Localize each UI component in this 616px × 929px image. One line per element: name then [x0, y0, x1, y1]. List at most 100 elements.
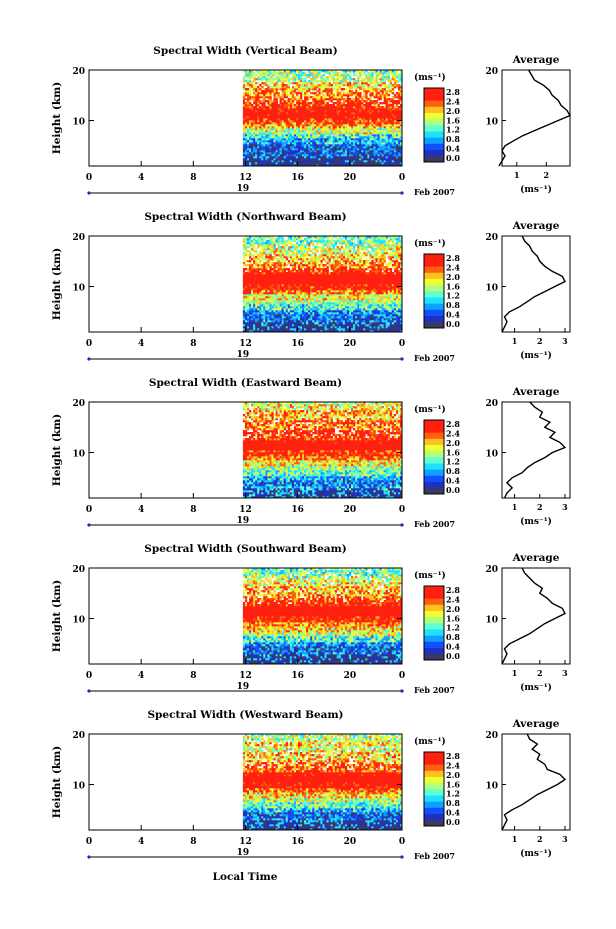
heatmap-cell: [387, 318, 391, 321]
heatmap-cell: [249, 78, 252, 81]
heatmap-cell: [373, 82, 376, 85]
heatmap-cell: [334, 128, 338, 131]
heatmap-cell: [322, 318, 325, 321]
heatmap-cell: [328, 80, 331, 83]
heatmap-cell: [273, 308, 276, 311]
heatmap-cell: [371, 310, 374, 313]
heatmap-cell: [310, 86, 313, 89]
heatmap-cell: [259, 150, 262, 153]
heatmap-cell: [304, 308, 307, 311]
heatmap-cell: [255, 138, 258, 141]
heatmap-cell: [255, 70, 258, 73]
heatmap-cell: [389, 320, 393, 323]
heatmap-cell: [365, 134, 368, 137]
heatmap-cell: [285, 296, 289, 299]
heatmap-cell: [246, 142, 250, 145]
heatmap-cell: [381, 102, 384, 105]
heatmap-cell: [346, 318, 350, 321]
heatmap-cell: [255, 316, 258, 319]
heatmap-cell: [359, 152, 362, 155]
heatmap-cell: [277, 152, 280, 155]
heatmap-cell: [389, 132, 393, 135]
heatmap-cell: [381, 160, 384, 163]
heatmap-cell: [395, 124, 399, 127]
heatmap-cell: [369, 322, 372, 325]
heatmap-cell: [267, 78, 270, 81]
heatmap-cell: [279, 318, 282, 321]
heatmap-cell: [383, 162, 386, 165]
heatmap-cell: [242, 116, 246, 119]
heatmap-cell: [344, 314, 348, 317]
heatmap-cell: [273, 104, 276, 107]
heatmap-cell: [295, 108, 299, 111]
heatmap-cell: [253, 86, 256, 89]
heatmap-cell: [344, 74, 348, 77]
heatmap-cell: [285, 162, 289, 165]
heatmap-cell: [363, 162, 366, 165]
heatmap-cell: [344, 164, 348, 167]
heatmap-cell: [275, 324, 278, 327]
heatmap-cell: [265, 312, 268, 315]
heatmap-cell: [332, 146, 335, 149]
heatmap-cell: [338, 118, 342, 121]
heatmap-cell: [263, 130, 266, 133]
heatmap-cell: [306, 92, 309, 95]
heatmap-cell: [269, 122, 272, 125]
heatmap-cell: [367, 148, 370, 151]
heatmap-cell: [375, 156, 378, 159]
heatmap-cell: [312, 124, 315, 127]
heatmap-cell: [357, 314, 360, 317]
heatmap-cell: [367, 72, 370, 75]
heatmap-cell: [340, 316, 344, 319]
colorbar-segment: [424, 131, 444, 138]
heatmap-cell: [367, 312, 370, 315]
heatmap-cell: [265, 74, 268, 77]
heatmap-cell: [355, 134, 358, 137]
heatmap-cell: [397, 148, 401, 151]
heatmap-cell: [348, 106, 352, 109]
heatmap-cell: [361, 86, 364, 89]
heatmap-cell: [397, 300, 401, 303]
heatmap-cell: [281, 306, 284, 309]
heatmap-cell: [377, 306, 380, 309]
heatmap-cell: [385, 314, 389, 317]
heatmap-cell: [263, 326, 266, 329]
heatmap-cell: [395, 136, 399, 139]
heatmap-cell: [363, 328, 366, 331]
heatmap-cell: [314, 114, 317, 117]
heatmap-cell: [279, 150, 282, 153]
heatmap-cell: [355, 320, 358, 323]
heatmap-cell: [365, 104, 368, 107]
heatmap-cell: [277, 146, 280, 149]
heatmap-cell: [273, 110, 276, 113]
heatmap-cell: [389, 138, 393, 141]
heatmap-cell: [342, 322, 346, 325]
heatmap-cell: [263, 72, 266, 75]
heatmap-cell: [261, 110, 264, 113]
heatmap-cell: [295, 308, 299, 311]
heatmap-cell: [373, 318, 376, 321]
heatmap-cell: [357, 160, 360, 163]
heatmap-cell: [279, 116, 282, 119]
heatmap-cell: [357, 146, 360, 149]
heatmap-cell: [397, 328, 401, 331]
heatmap-cell: [328, 112, 331, 115]
heatmap-cell: [330, 158, 333, 161]
heatmap-cell: [253, 142, 256, 145]
heatmap-cell: [283, 124, 287, 127]
heatmap-cell: [367, 90, 370, 93]
heatmap-cell: [395, 86, 399, 89]
heatmap-cell: [304, 320, 307, 323]
heatmap-cell: [283, 304, 287, 307]
heatmap-cell: [397, 314, 401, 317]
heatmap-cell: [383, 156, 386, 159]
heatmap-cell: [395, 152, 399, 155]
heatmap-cell: [318, 116, 321, 119]
heatmap-cell: [383, 98, 386, 101]
heatmap-cell: [295, 126, 299, 129]
heatmap-cell: [389, 104, 393, 107]
heatmap-cell: [275, 130, 278, 133]
heatmap-cell: [383, 302, 386, 305]
heatmap-cell: [269, 98, 272, 101]
heatmap-cell: [283, 314, 287, 317]
